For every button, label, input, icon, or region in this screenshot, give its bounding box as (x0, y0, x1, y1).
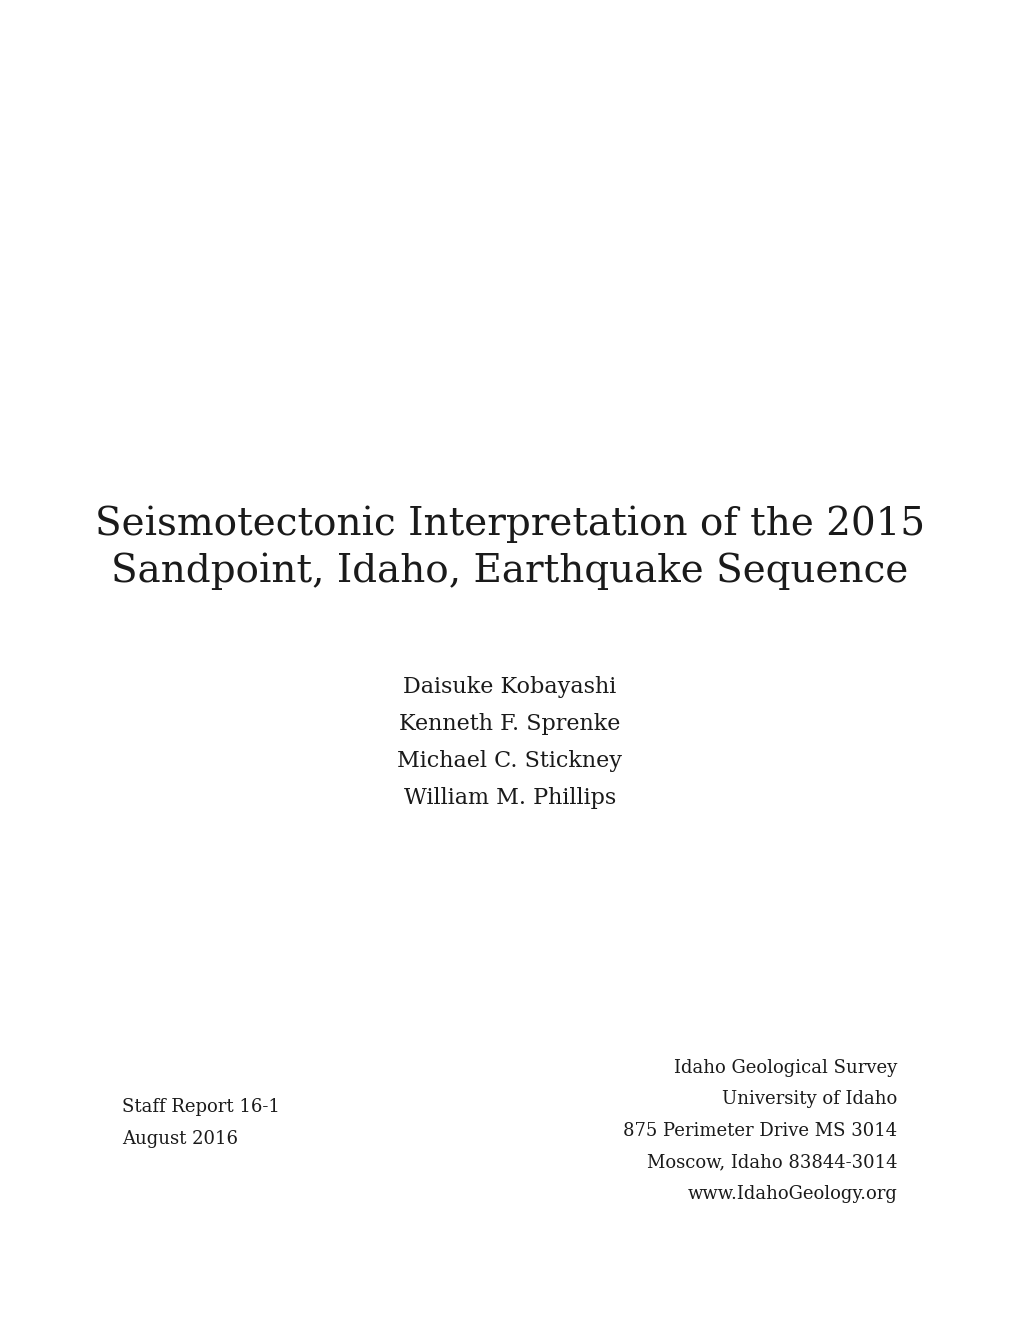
Text: Daisuke Kobayashi: Daisuke Kobayashi (403, 676, 616, 698)
Text: Idaho Geological Survey: Idaho Geological Survey (674, 1059, 897, 1077)
Text: Michael C. Stickney: Michael C. Stickney (397, 750, 622, 772)
Text: Moscow, Idaho 83844-3014: Moscow, Idaho 83844-3014 (646, 1154, 897, 1172)
Text: University of Idaho: University of Idaho (721, 1090, 897, 1109)
Text: Seismotectonic Interpretation of the 2015
Sandpoint, Idaho, Earthquake Sequence: Seismotectonic Interpretation of the 201… (95, 506, 924, 590)
Text: www.IdahoGeology.org: www.IdahoGeology.org (687, 1185, 897, 1204)
Text: August 2016: August 2016 (122, 1130, 238, 1148)
Text: Kenneth F. Sprenke: Kenneth F. Sprenke (398, 713, 621, 735)
Text: Staff Report 16-1: Staff Report 16-1 (122, 1098, 280, 1117)
Text: 875 Perimeter Drive MS 3014: 875 Perimeter Drive MS 3014 (623, 1122, 897, 1140)
Text: William M. Phillips: William M. Phillips (404, 787, 615, 809)
